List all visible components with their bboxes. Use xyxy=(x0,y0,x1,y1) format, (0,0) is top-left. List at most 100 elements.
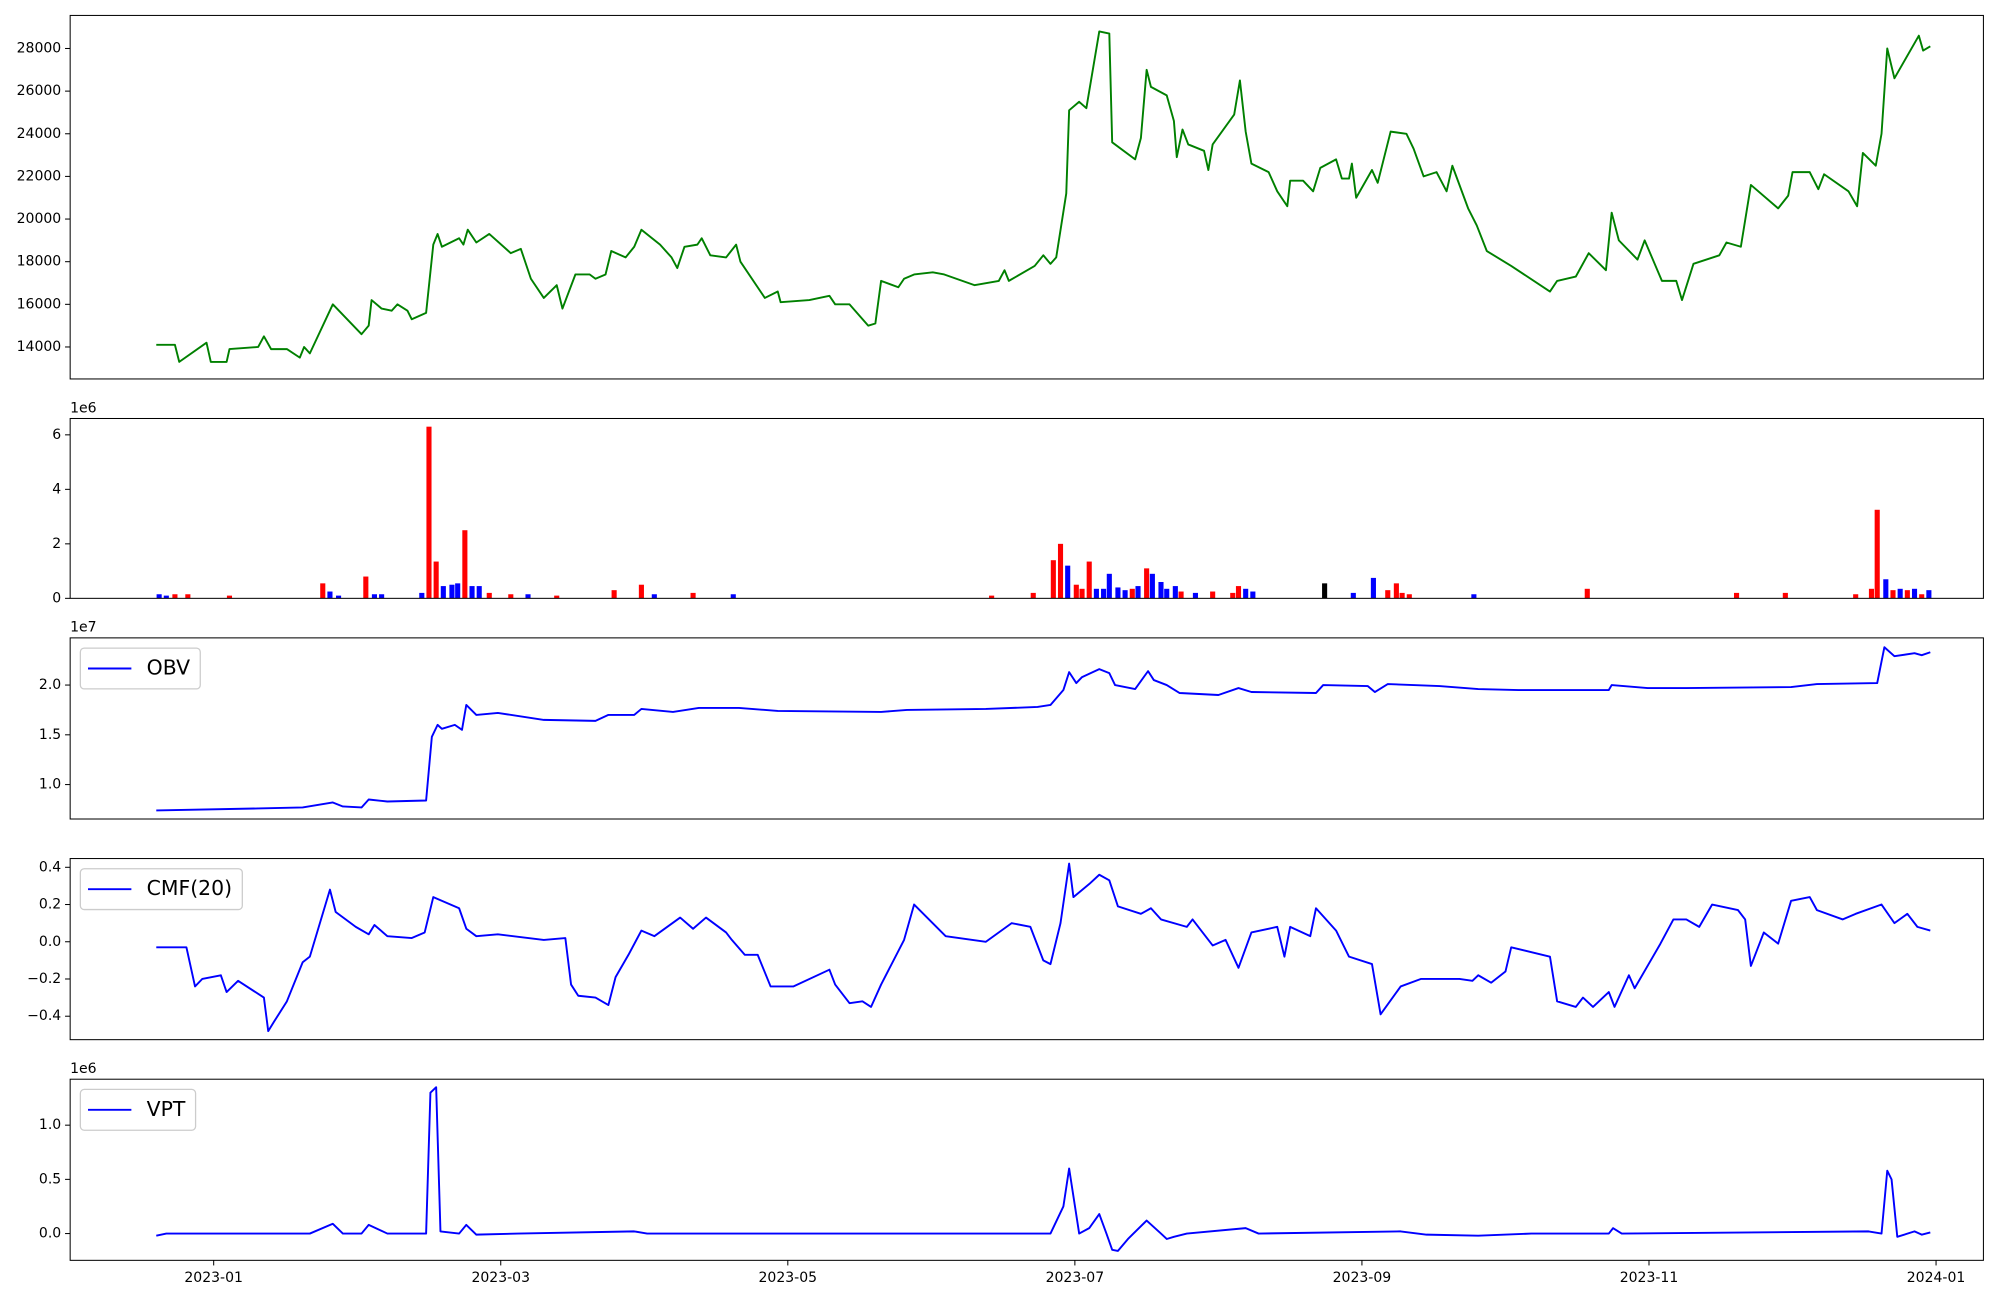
y-tick-label: 20000 xyxy=(17,211,62,227)
volume-bar xyxy=(1122,590,1128,599)
line-series xyxy=(156,1086,1931,1252)
y-tick-label: −0.4 xyxy=(27,1008,61,1024)
y-tick-label: 1.5 xyxy=(39,727,61,743)
volume-bar xyxy=(1853,594,1859,599)
volume-bar xyxy=(1115,587,1121,599)
line-series xyxy=(156,862,1931,1033)
axis-offset-label: 1e6 xyxy=(70,1061,97,1077)
x-tick-label: 2023-09 xyxy=(1333,1270,1392,1286)
volume-bar xyxy=(508,594,514,599)
volume-bar xyxy=(1911,588,1918,599)
volume-bar xyxy=(1370,577,1376,599)
volume-bar xyxy=(1101,588,1107,599)
volume-bar xyxy=(1178,591,1184,599)
volume-bar xyxy=(1050,560,1056,599)
volume-bar xyxy=(419,592,425,599)
y-tick-label: 2.0 xyxy=(39,677,61,693)
line-series xyxy=(156,30,1931,363)
volume-bar xyxy=(1350,592,1356,599)
legend-frame xyxy=(79,1088,197,1131)
plot-frame xyxy=(69,417,1984,599)
volume-bar xyxy=(690,592,696,599)
x-tick-label: 2023-11 xyxy=(1620,1270,1679,1286)
volume-bar xyxy=(1243,588,1249,599)
plot-frame xyxy=(69,637,1984,820)
y-tick-label: 24000 xyxy=(17,126,62,142)
y-tick-label: 1.0 xyxy=(39,1117,61,1133)
volume-bar xyxy=(1406,594,1412,599)
volume-bar xyxy=(185,594,191,599)
volume-bar xyxy=(320,583,326,599)
panel: 0 2 4 6 1e6 xyxy=(52,400,1984,606)
y-tick-label: 28000 xyxy=(17,40,62,56)
y-tick-label: 6 xyxy=(52,427,61,443)
plot-frame xyxy=(69,14,1984,380)
volume-bar xyxy=(1926,590,1932,599)
volume-bar xyxy=(1235,586,1242,599)
volume-bar xyxy=(1883,579,1889,599)
volume-bar xyxy=(1135,586,1141,599)
x-tick-label: 2023-03 xyxy=(471,1270,530,1286)
volume-bar xyxy=(172,594,178,599)
volume-bar xyxy=(1399,592,1405,599)
volume-bar xyxy=(611,590,617,599)
y-tick-label: 0.2 xyxy=(39,897,61,913)
y-tick-label: 2 xyxy=(52,536,61,552)
volume-bar xyxy=(1144,568,1150,599)
volume-bar xyxy=(1782,592,1788,599)
y-tick-label: 0.5 xyxy=(39,1171,61,1187)
volume-bar xyxy=(363,576,369,599)
volume-bar xyxy=(1919,594,1925,599)
y-tick-label: 16000 xyxy=(17,296,62,312)
volume-bar xyxy=(379,594,385,599)
x-tick-label: 2023-05 xyxy=(759,1270,818,1286)
volume-bar xyxy=(1385,590,1391,599)
volume-bar xyxy=(1874,509,1880,599)
volume-bar xyxy=(989,595,995,599)
volume-bar xyxy=(1322,583,1328,599)
volume-bar xyxy=(336,595,342,599)
volume-bar xyxy=(638,584,644,599)
plot-frame xyxy=(69,858,1984,1041)
y-tick-label: 26000 xyxy=(17,83,62,99)
volume-bar xyxy=(449,584,455,599)
volume-bar xyxy=(1393,583,1399,599)
volume-bar xyxy=(1129,588,1135,599)
volume-bar xyxy=(469,586,475,599)
volume-bar xyxy=(433,561,439,599)
volume-bar xyxy=(1868,588,1875,599)
legend-label: CMF(20) xyxy=(147,876,232,900)
volume-bar xyxy=(1250,591,1256,599)
volume-bar xyxy=(476,586,482,599)
y-tick-label: 14000 xyxy=(17,339,62,355)
volume-bar xyxy=(1106,573,1112,599)
volume-bar xyxy=(1897,588,1903,599)
volume-bar xyxy=(1030,592,1036,599)
axis-offset-label: 1e7 xyxy=(70,620,96,636)
line-series xyxy=(156,646,1931,812)
volume-bar xyxy=(156,594,162,599)
volume-bar xyxy=(651,594,657,599)
legend: CMF(20) xyxy=(79,868,243,911)
volume-bar xyxy=(1210,591,1216,599)
x-tick-label: 2024-01 xyxy=(1907,1270,1966,1286)
volume-bar xyxy=(1057,543,1064,599)
volume-bar xyxy=(1471,594,1477,599)
x-tick-label: 2023-07 xyxy=(1046,1270,1105,1286)
y-tick-label: 0.4 xyxy=(39,859,61,875)
y-tick-label: 18000 xyxy=(17,254,62,270)
volume-bar xyxy=(426,426,432,599)
x-tick-label: 2023-01 xyxy=(184,1270,243,1286)
volume-bar xyxy=(1230,592,1236,599)
y-tick-label: −0.2 xyxy=(27,971,61,987)
legend-frame xyxy=(79,868,243,911)
volume-bar xyxy=(1584,588,1590,599)
y-tick-label: 4 xyxy=(52,481,61,497)
volume-bar xyxy=(1192,592,1198,599)
legend-frame xyxy=(79,647,201,690)
volume-bar xyxy=(1172,586,1178,599)
volume-bar xyxy=(525,594,531,599)
volume-bar xyxy=(1093,588,1099,599)
volume-bar xyxy=(1890,590,1896,599)
volume-bar xyxy=(371,594,377,599)
